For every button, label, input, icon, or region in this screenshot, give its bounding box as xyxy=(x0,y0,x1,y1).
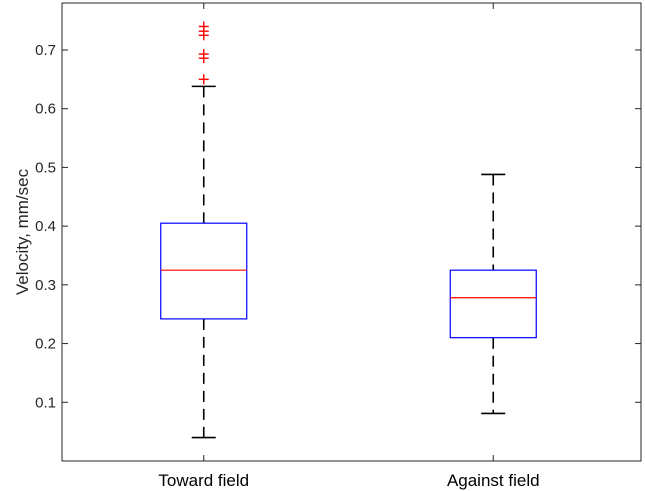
chart-marks xyxy=(160,21,537,439)
y-tick-label: 0.4 xyxy=(35,218,56,235)
outlier-point xyxy=(198,21,209,32)
y-tick-label: 0.5 xyxy=(35,159,56,176)
box-group xyxy=(160,21,248,439)
box-group xyxy=(449,173,537,415)
plot-area-frame xyxy=(61,2,642,462)
x-category-label: Against field xyxy=(447,471,540,490)
y-tick-label: 0.7 xyxy=(35,42,56,59)
iqr-box xyxy=(449,269,537,339)
x-category-label: Toward field xyxy=(158,471,249,490)
axes: 0.1 0.2 0.3 0.4 0.5 0.6 0.7 Toward field Against… xyxy=(35,3,641,490)
outlier-point xyxy=(198,74,209,85)
y-tick-label: 0.1 xyxy=(35,394,56,411)
iqr-box xyxy=(160,222,248,320)
y-tick-label: 0.2 xyxy=(35,336,56,353)
outlier-point xyxy=(198,49,209,60)
y-tick-label: 0.6 xyxy=(35,101,56,118)
y-tick-label: 0.3 xyxy=(35,277,56,294)
y-axis-title: Velocity, mm/sec xyxy=(13,168,32,295)
